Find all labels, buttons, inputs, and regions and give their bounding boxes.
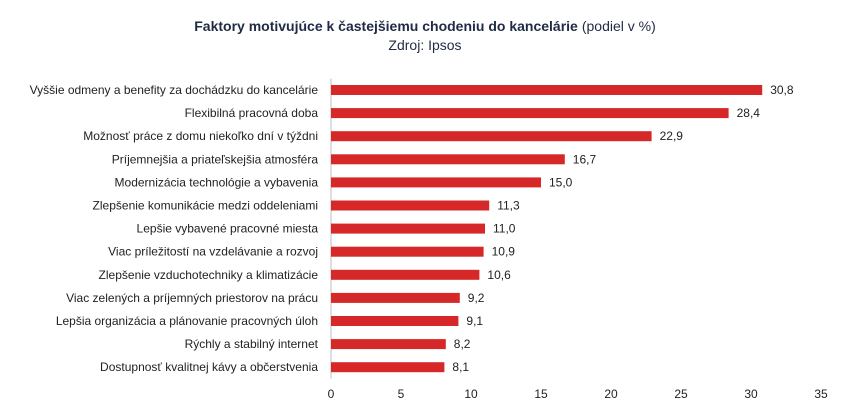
value-label: 8,2 — [454, 337, 471, 351]
bar — [331, 269, 480, 280]
x-tick-label: 20 — [604, 387, 618, 401]
value-labels-group: 30,8 28,4 22,9 16,715,0 11,3 11,0 10,9 10,69,2 9… — [452, 83, 793, 374]
category-label: Príjemnejšia a priateľskejšia atmosféra — [112, 152, 319, 166]
bar — [331, 131, 652, 142]
category-label: Viac zelených a príjemných priestorov na… — [66, 291, 318, 305]
bar — [331, 316, 459, 326]
chart-subtitle: Zdroj: Ipsos — [388, 37, 461, 53]
x-tick-label: 35 — [814, 387, 828, 401]
value-label: 16,7 — [573, 152, 597, 166]
category-label: Flexibilná pracovná doba — [185, 106, 319, 120]
value-label: 9,1 — [466, 314, 483, 328]
category-label: Modernizácia technológie a vybavenia — [115, 175, 319, 189]
value-label: 15,0 — [549, 175, 573, 189]
value-label: 11,0 — [493, 222, 516, 236]
chart-title: Faktory motivujúce k častejšiemu chodeni… — [194, 18, 656, 34]
bar — [331, 362, 445, 373]
x-tick-label: 15 — [534, 387, 548, 401]
value-label: 8,1 — [452, 360, 469, 374]
category-label: Zlepšenie vzduchotechniky a klimatizácie — [99, 268, 319, 282]
bar — [331, 246, 484, 257]
category-label: Vyššie odmeny a benefity za dochádzku do… — [30, 83, 319, 97]
value-label: 10,6 — [487, 268, 511, 282]
category-label: Dostupnosť kvalitnej kávy a občerstvenia — [100, 360, 318, 374]
bar — [331, 339, 446, 350]
category-label: Zlepšenie komunikácie medzi oddeleniami — [93, 199, 318, 213]
x-tick-label: 0 — [328, 387, 335, 401]
chart-title-suffix: (podiel v %) — [582, 18, 656, 34]
bar — [331, 292, 460, 303]
category-labels-group: Vyššie odmeny a benefity za dochádzku do… — [30, 83, 319, 374]
x-tick-label: 5 — [398, 387, 405, 401]
x-tick-labels-group: 0 5 10 15 20 25 30 35 — [328, 387, 828, 401]
bar — [331, 154, 565, 165]
category-label: Lepšie vybavené pracovné miesta — [137, 222, 319, 236]
category-label: Viac príležitostí na vzdelávanie a rozvo… — [108, 245, 318, 259]
value-label: 9,2 — [468, 291, 485, 305]
bar — [331, 223, 485, 234]
value-label: 28,4 — [737, 106, 761, 120]
category-label: Možnosť práce z domu niekoľko dní v týžd… — [83, 129, 318, 143]
x-tick-label: 30 — [744, 387, 758, 401]
bar — [331, 108, 729, 119]
value-label: 10,9 — [492, 245, 516, 259]
bar — [331, 177, 541, 188]
value-label: 22,9 — [660, 129, 684, 143]
chart-title-main: Faktory motivujúce k častejšiemu chodeni… — [194, 18, 578, 34]
category-label: Lepšia organizácia a plánovanie pracovný… — [56, 314, 318, 328]
bars-group — [331, 85, 763, 373]
value-label: 11,3 — [497, 199, 520, 213]
category-label: Rýchly a stabilný internet — [185, 337, 319, 351]
bar — [331, 85, 763, 95]
x-tick-label: 10 — [464, 387, 478, 401]
bar — [331, 200, 490, 211]
x-tick-label: 25 — [674, 387, 688, 401]
value-label: 30,8 — [770, 83, 794, 97]
